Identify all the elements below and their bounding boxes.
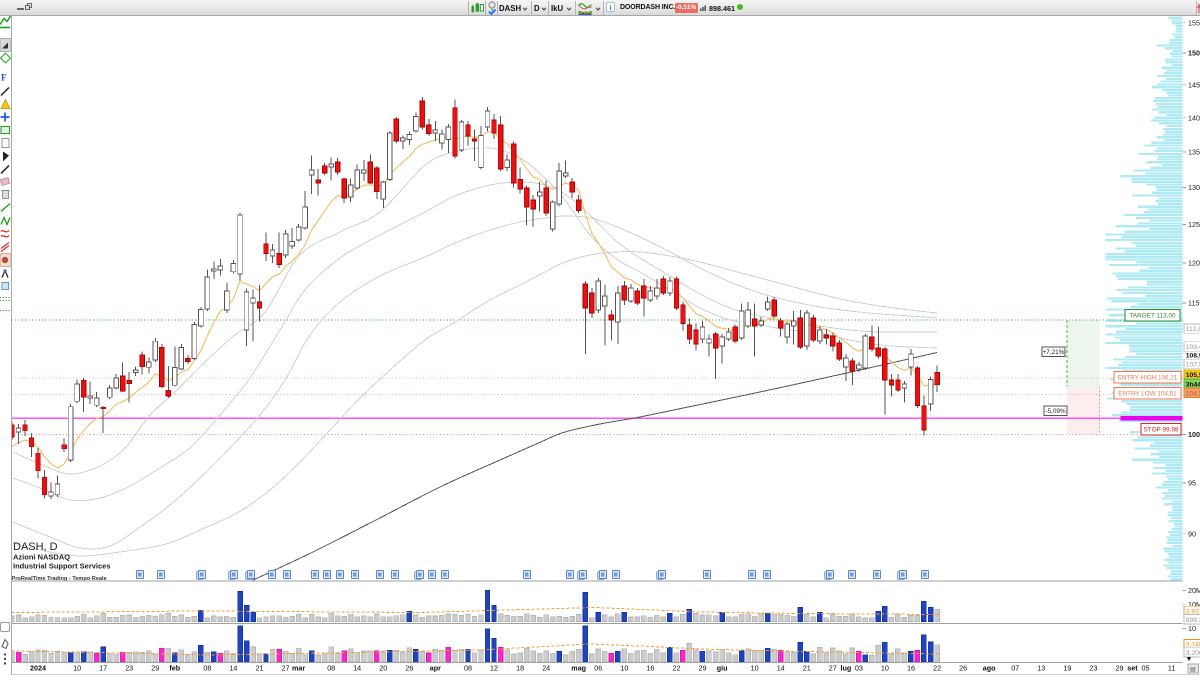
svg-text:107,5: 107,5 — [1186, 362, 1200, 369]
svg-text:108,9: 108,9 — [1186, 353, 1200, 360]
svg-text:90: 90 — [1188, 529, 1196, 538]
svg-text:109,4: 109,4 — [1186, 344, 1200, 351]
svg-text:feb: feb — [169, 664, 180, 673]
svg-text:▼: ▼ — [1186, 656, 1193, 663]
svg-text:20M: 20M — [1188, 586, 1200, 595]
svg-text:13: 13 — [1037, 664, 1045, 673]
svg-text:14: 14 — [353, 664, 361, 673]
svg-text:27: 27 — [282, 664, 290, 673]
svg-text:21: 21 — [803, 664, 811, 673]
svg-text:giu: giu — [717, 664, 728, 673]
svg-text:22: 22 — [673, 664, 681, 673]
svg-text:set: set — [1127, 664, 1138, 673]
svg-text:10: 10 — [881, 664, 889, 673]
svg-text:115: 115 — [1188, 299, 1199, 308]
svg-text:26: 26 — [959, 664, 967, 673]
svg-text:16: 16 — [646, 664, 654, 673]
svg-text:10: 10 — [1188, 624, 1196, 633]
svg-text:▤: ▤ — [1190, 667, 1196, 673]
svg-text:26: 26 — [405, 664, 413, 673]
svg-text:125: 125 — [1188, 220, 1200, 229]
svg-text:14: 14 — [777, 664, 785, 673]
svg-text:16: 16 — [907, 664, 915, 673]
svg-text:19: 19 — [1063, 664, 1071, 673]
svg-text:29: 29 — [699, 664, 707, 673]
svg-text:18: 18 — [516, 664, 524, 673]
svg-text:-5,09%: -5,09% — [1045, 408, 1066, 415]
svg-text:20: 20 — [379, 664, 387, 673]
svg-text:898.3: 898.3 — [1186, 617, 1200, 624]
svg-text:08: 08 — [203, 664, 211, 673]
svg-text:ENTRY HIGH 106,21: ENTRY HIGH 106,21 — [1118, 375, 1178, 382]
svg-text:100: 100 — [1188, 430, 1200, 439]
svg-text:+7,21%: +7,21% — [1043, 349, 1065, 356]
svg-text:11: 11 — [1168, 664, 1175, 673]
svg-text:150: 150 — [1188, 49, 1200, 58]
svg-text:10: 10 — [751, 664, 759, 673]
svg-text:10M: 10M — [1188, 600, 1200, 609]
svg-text:140: 140 — [1188, 113, 1200, 122]
svg-text:145: 145 — [1188, 80, 1200, 89]
svg-text:2024: 2024 — [30, 664, 46, 673]
svg-text:Azioni NASDAQ: Azioni NASDAQ — [13, 553, 70, 562]
svg-text:ago: ago — [983, 664, 996, 673]
svg-text:22: 22 — [933, 664, 941, 673]
svg-text:3,740: 3,740 — [1186, 642, 1200, 649]
svg-text:3h44: 3h44 — [1186, 381, 1200, 388]
svg-text:135: 135 — [1188, 148, 1200, 157]
svg-text:3.937: 3.937 — [1186, 609, 1200, 616]
svg-text:06: 06 — [594, 664, 602, 673]
svg-text:05: 05 — [1142, 664, 1150, 673]
svg-text:10: 10 — [620, 664, 628, 673]
svg-text:130: 130 — [1188, 183, 1200, 192]
svg-text:95: 95 — [1188, 479, 1196, 488]
svg-text:27: 27 — [829, 664, 837, 673]
svg-text:lug: lug — [841, 664, 852, 673]
svg-text:112,0: 112,0 — [1186, 326, 1200, 333]
svg-text:29: 29 — [1116, 664, 1124, 673]
svg-text:17: 17 — [99, 664, 107, 673]
svg-text:29: 29 — [151, 664, 159, 673]
svg-text:F: F — [1, 72, 7, 82]
svg-text:104,5: 104,5 — [1186, 390, 1200, 397]
svg-text:mar: mar — [292, 664, 305, 673]
svg-text:12: 12 — [490, 664, 498, 673]
svg-text:155: 155 — [1188, 18, 1200, 27]
svg-text:3,200: 3,200 — [1186, 650, 1200, 657]
svg-text:07: 07 — [1011, 664, 1019, 673]
svg-text:STOP 99,98: STOP 99,98 — [1144, 427, 1179, 434]
svg-text:ENTRY LOW 104,51: ENTRY LOW 104,51 — [1118, 391, 1177, 398]
svg-text:08: 08 — [327, 664, 335, 673]
svg-text:120: 120 — [1188, 259, 1200, 268]
svg-text:23: 23 — [125, 664, 133, 673]
svg-text:DASH, D: DASH, D — [13, 541, 58, 553]
svg-text:TARGET 113,00: TARGET 113,00 — [1129, 313, 1176, 320]
svg-text:21: 21 — [256, 664, 264, 673]
svg-text:Industrial Support Services: Industrial Support Services — [13, 562, 111, 571]
svg-text:03: 03 — [855, 664, 863, 673]
svg-text:24: 24 — [542, 664, 550, 673]
svg-text:apr: apr — [430, 664, 441, 673]
svg-text:08: 08 — [464, 664, 472, 673]
svg-text:105,5: 105,5 — [1186, 372, 1200, 379]
svg-text:10: 10 — [73, 664, 81, 673]
svg-text:14: 14 — [229, 664, 237, 673]
svg-text:23: 23 — [1089, 664, 1097, 673]
svg-text:ProRealTime Trading - Tempo Re: ProRealTime Trading - Tempo Reale — [12, 576, 107, 582]
svg-text:mag: mag — [571, 664, 586, 673]
